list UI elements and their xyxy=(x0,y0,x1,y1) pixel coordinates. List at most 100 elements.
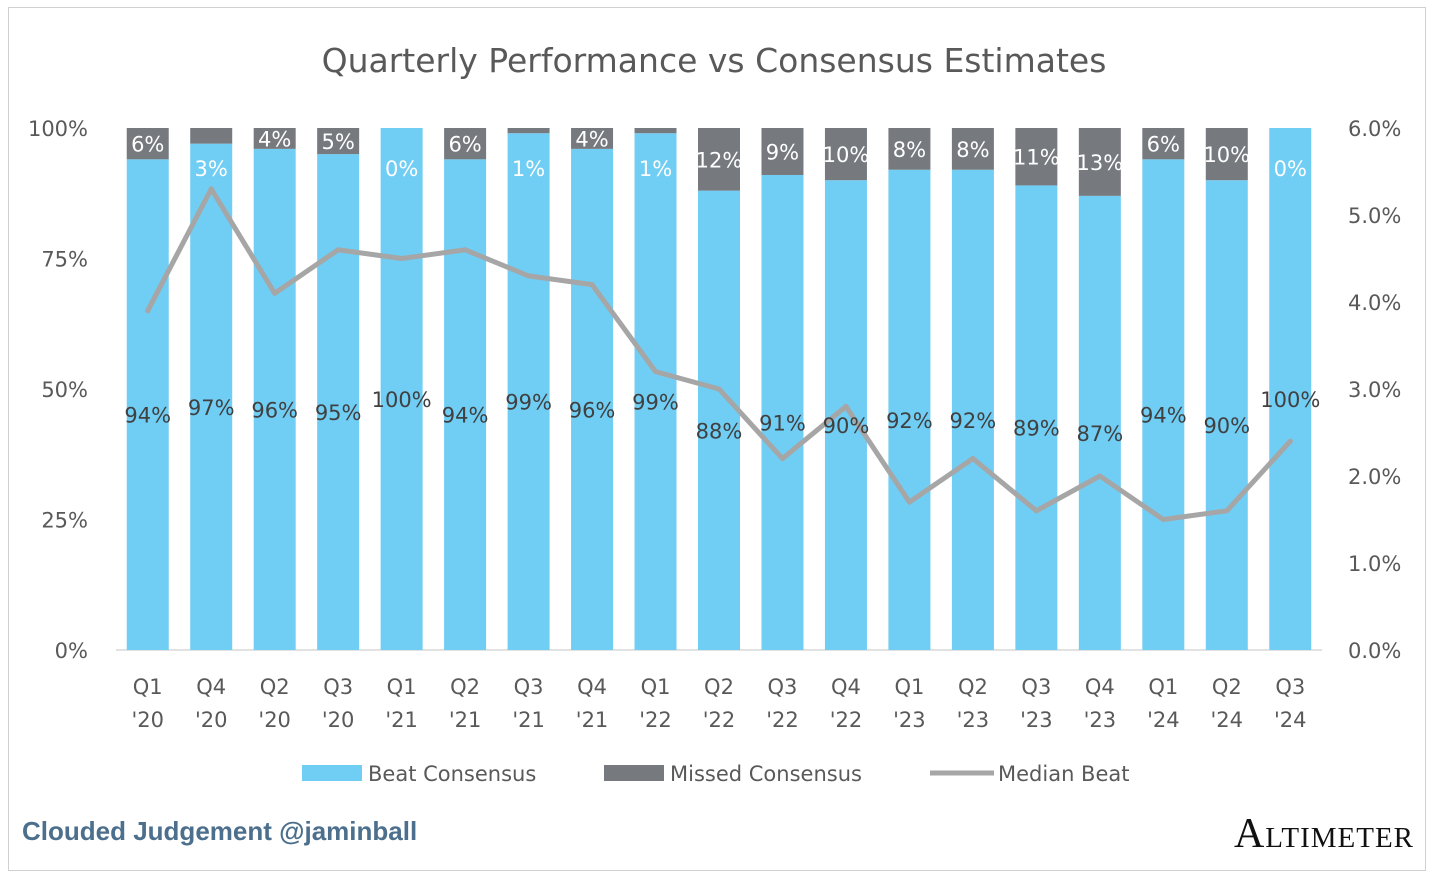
bar-beat-consensus xyxy=(761,174,804,651)
bar-missed-consensus xyxy=(888,128,931,170)
data-label-missed: 6% xyxy=(1147,133,1180,157)
x-tick-label-year: '21 xyxy=(576,708,609,732)
point-median-beat xyxy=(653,369,659,375)
bar-missed-consensus xyxy=(634,128,677,134)
point-median-beat xyxy=(526,273,532,279)
x-tick-label-year: '20 xyxy=(258,708,291,732)
x-tick-label-year: '23 xyxy=(1020,708,1053,732)
y-left-tick-label: 50% xyxy=(41,378,88,402)
data-label-missed: 0% xyxy=(1274,157,1307,181)
y-right-tick-label: 2.0% xyxy=(1348,465,1401,489)
point-median-beat xyxy=(399,256,405,261)
data-label-beat: 90% xyxy=(823,414,870,438)
y-left-tick-label: 25% xyxy=(41,509,88,533)
bar-beat-consensus xyxy=(571,148,614,650)
data-label-missed: 10% xyxy=(823,143,870,167)
x-tick-label-quarter: Q3 xyxy=(323,675,353,699)
data-label-beat: 92% xyxy=(950,409,997,433)
data-label-missed: 3% xyxy=(195,157,228,181)
point-median-beat xyxy=(208,186,214,192)
x-tick-label-year: '24 xyxy=(1211,708,1244,732)
bar-missed-consensus xyxy=(951,128,994,170)
y-right-tick-label: 1.0% xyxy=(1348,552,1401,576)
legend-label: Missed Consensus xyxy=(670,762,862,786)
x-tick-label-year: '20 xyxy=(195,708,228,732)
data-label-missed: 9% xyxy=(766,140,799,164)
bar-missed-consensus xyxy=(761,128,804,175)
data-label-beat: 90% xyxy=(1203,414,1250,438)
bar-beat-consensus xyxy=(190,143,233,650)
bar-missed-consensus xyxy=(698,128,740,191)
x-tick-label-quarter: Q1 xyxy=(133,675,163,699)
chart-title: Quarterly Performance vs Consensus Estim… xyxy=(322,41,1107,80)
bar-missed-consensus xyxy=(571,128,614,149)
point-median-beat xyxy=(779,456,785,462)
bar-beat-consensus xyxy=(1078,195,1121,651)
data-label-missed: 12% xyxy=(696,148,743,172)
x-tick-label-year: '21 xyxy=(512,708,545,732)
bar-beat-consensus xyxy=(317,154,360,650)
point-median-beat xyxy=(1224,508,1230,514)
x-tick-label-year: '23 xyxy=(1084,708,1117,732)
x-tick-label-year: '22 xyxy=(639,708,672,732)
data-label-beat: 99% xyxy=(505,391,552,415)
x-tick-label-year: '23 xyxy=(957,708,990,732)
x-tick-label-quarter: Q1 xyxy=(641,675,671,699)
bar-beat-consensus xyxy=(698,190,740,650)
data-label-missed: 4% xyxy=(575,127,608,151)
bar-missed-consensus xyxy=(317,128,360,155)
data-label-beat: 100% xyxy=(372,388,432,412)
data-label-missed: 10% xyxy=(1203,143,1250,167)
point-median-beat xyxy=(462,247,468,253)
x-tick-label-quarter: Q2 xyxy=(958,675,988,699)
data-label-missed: 6% xyxy=(448,133,481,157)
data-label-missed: 1% xyxy=(512,157,545,181)
x-tick-label-quarter: Q3 xyxy=(1021,675,1051,699)
y-left-tick-label: 0% xyxy=(55,639,88,663)
bar-beat-consensus xyxy=(444,159,487,650)
altimeter-logo-text: Altimeter xyxy=(1233,811,1414,857)
data-label-beat: 99% xyxy=(632,391,679,415)
x-tick-label-quarter: Q2 xyxy=(450,675,480,699)
data-label-missed: 8% xyxy=(893,138,926,162)
x-tick-label-year: '20 xyxy=(131,708,164,732)
bar-beat-consensus xyxy=(126,159,169,650)
data-label-beat: 91% xyxy=(759,411,806,435)
x-tick-label-quarter: Q1 xyxy=(894,675,924,699)
legend-swatch xyxy=(302,765,362,781)
x-tick-label-year: '20 xyxy=(322,708,355,732)
data-label-missed: 11% xyxy=(1013,146,1060,170)
data-label-missed: 4% xyxy=(258,127,291,151)
data-label-beat: 89% xyxy=(1013,417,1060,441)
bar-beat-consensus xyxy=(888,169,931,650)
point-median-beat xyxy=(335,247,341,253)
footer-credit: Clouded Judgement @jaminball xyxy=(22,816,418,846)
bar-missed-consensus xyxy=(190,128,233,144)
data-label-beat: 92% xyxy=(886,409,933,433)
x-tick-label-year: '21 xyxy=(449,708,482,732)
bar-beat-consensus xyxy=(380,128,423,650)
bar-beat-consensus xyxy=(1015,185,1058,651)
y-right-tick-label: 0.0% xyxy=(1348,639,1401,663)
x-tick-label-quarter: Q2 xyxy=(260,675,290,699)
x-tick-label-quarter: Q4 xyxy=(577,675,607,699)
y-right-tick-label: 3.0% xyxy=(1348,378,1401,402)
legend: Beat Consensus Missed Consensus Median Bea… xyxy=(302,762,1130,786)
x-tick-label-quarter: Q2 xyxy=(704,675,734,699)
data-label-missed: 5% xyxy=(321,130,354,154)
data-label-beat: 95% xyxy=(315,401,362,425)
legend-label: Median Beat xyxy=(998,762,1130,786)
bar-missed-consensus xyxy=(824,128,867,181)
point-median-beat xyxy=(970,456,976,462)
x-tick-label-year: '22 xyxy=(766,708,799,732)
bar-missed-consensus xyxy=(1078,128,1121,196)
bar-beat-consensus xyxy=(1269,128,1312,650)
point-median-beat xyxy=(906,499,912,505)
y-right-tick-label: 5.0% xyxy=(1348,204,1401,228)
point-median-beat xyxy=(145,308,151,314)
point-median-beat xyxy=(1160,517,1166,522)
data-label-beat: 94% xyxy=(1140,404,1187,428)
bar-missed-consensus xyxy=(444,128,487,160)
bar-beat-consensus xyxy=(253,148,296,650)
